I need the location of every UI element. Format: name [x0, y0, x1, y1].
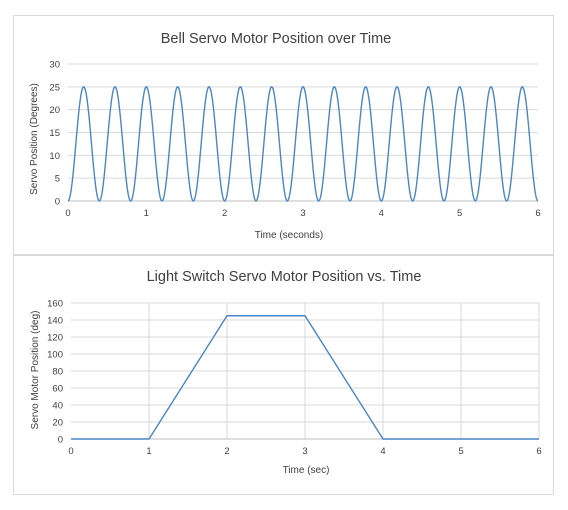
chart-light-switch-servo: Light Switch Servo Motor Position vs. Ti…: [13, 255, 554, 495]
x-tick-labels: 0 1 2 3 4 5 6: [65, 208, 540, 219]
x-tick-label: 4: [379, 208, 384, 219]
y-tick-label: 10: [49, 151, 60, 162]
y-tick-labels: 0 20 40 60 80 100 120 140 160: [47, 299, 63, 446]
y-tick-label: 5: [55, 174, 60, 185]
y-tick-label: 160: [47, 299, 63, 310]
chart-bell-servo: Bell Servo Motor Position over Time Time…: [13, 15, 554, 255]
series-line: [71, 315, 539, 440]
y-axis-label: Servo Position (Degrees): [29, 83, 40, 195]
x-tick-label: 3: [300, 208, 305, 219]
x-tick-label: 2: [224, 446, 229, 457]
x-tick-label: 6: [535, 208, 540, 219]
x-tick-label: 6: [536, 446, 541, 457]
x-tick-label: 0: [65, 208, 70, 219]
y-tick-label: 140: [47, 316, 63, 327]
y-tick-label: 0: [58, 435, 63, 446]
light-switch-servo-chart-svg: Light Switch Servo Motor Position vs. Ti…: [30, 269, 542, 476]
chart-title: Light Switch Servo Motor Position vs. Ti…: [147, 269, 422, 285]
bell-servo-chart-svg: Bell Servo Motor Position over Time Time…: [29, 31, 541, 241]
x-tick-label: 5: [458, 446, 463, 457]
x-tick-label: 4: [380, 446, 385, 457]
y-tick-label: 20: [49, 105, 60, 116]
y-tick-label: 60: [52, 384, 63, 395]
gridlines: [68, 63, 538, 202]
x-axis-label: Time (seconds): [255, 230, 324, 241]
y-tick-label: 100: [47, 350, 63, 361]
y-tick-label: 15: [49, 128, 60, 139]
x-tick-label: 5: [457, 208, 462, 219]
x-tick-label: 0: [68, 446, 73, 457]
gridlines: [71, 302, 540, 440]
y-tick-label: 30: [49, 60, 60, 71]
x-tick-label: 1: [146, 446, 151, 457]
x-tick-label: 1: [144, 208, 149, 219]
series-group: [71, 315, 539, 440]
x-tick-label: 3: [302, 446, 307, 457]
x-tick-labels: 0 1 2 3 4 5 6: [68, 446, 541, 457]
y-tick-label: 25: [49, 82, 60, 93]
chart-title: Bell Servo Motor Position over Time: [161, 31, 391, 47]
y-tick-label: 120: [47, 333, 63, 344]
y-tick-label: 80: [52, 367, 63, 378]
series-group: [67, 86, 539, 202]
series-line: [67, 86, 539, 202]
y-tick-label: 40: [52, 401, 63, 412]
x-axis-label: Time (sec): [283, 465, 330, 476]
y-axis-label: Servo Motor Position (deg): [30, 311, 41, 430]
y-tick-label: 0: [55, 197, 60, 208]
x-tick-label: 2: [222, 208, 227, 219]
y-tick-labels: 0 5 10 15 20 25 30: [49, 60, 60, 208]
y-tick-label: 20: [52, 418, 63, 429]
